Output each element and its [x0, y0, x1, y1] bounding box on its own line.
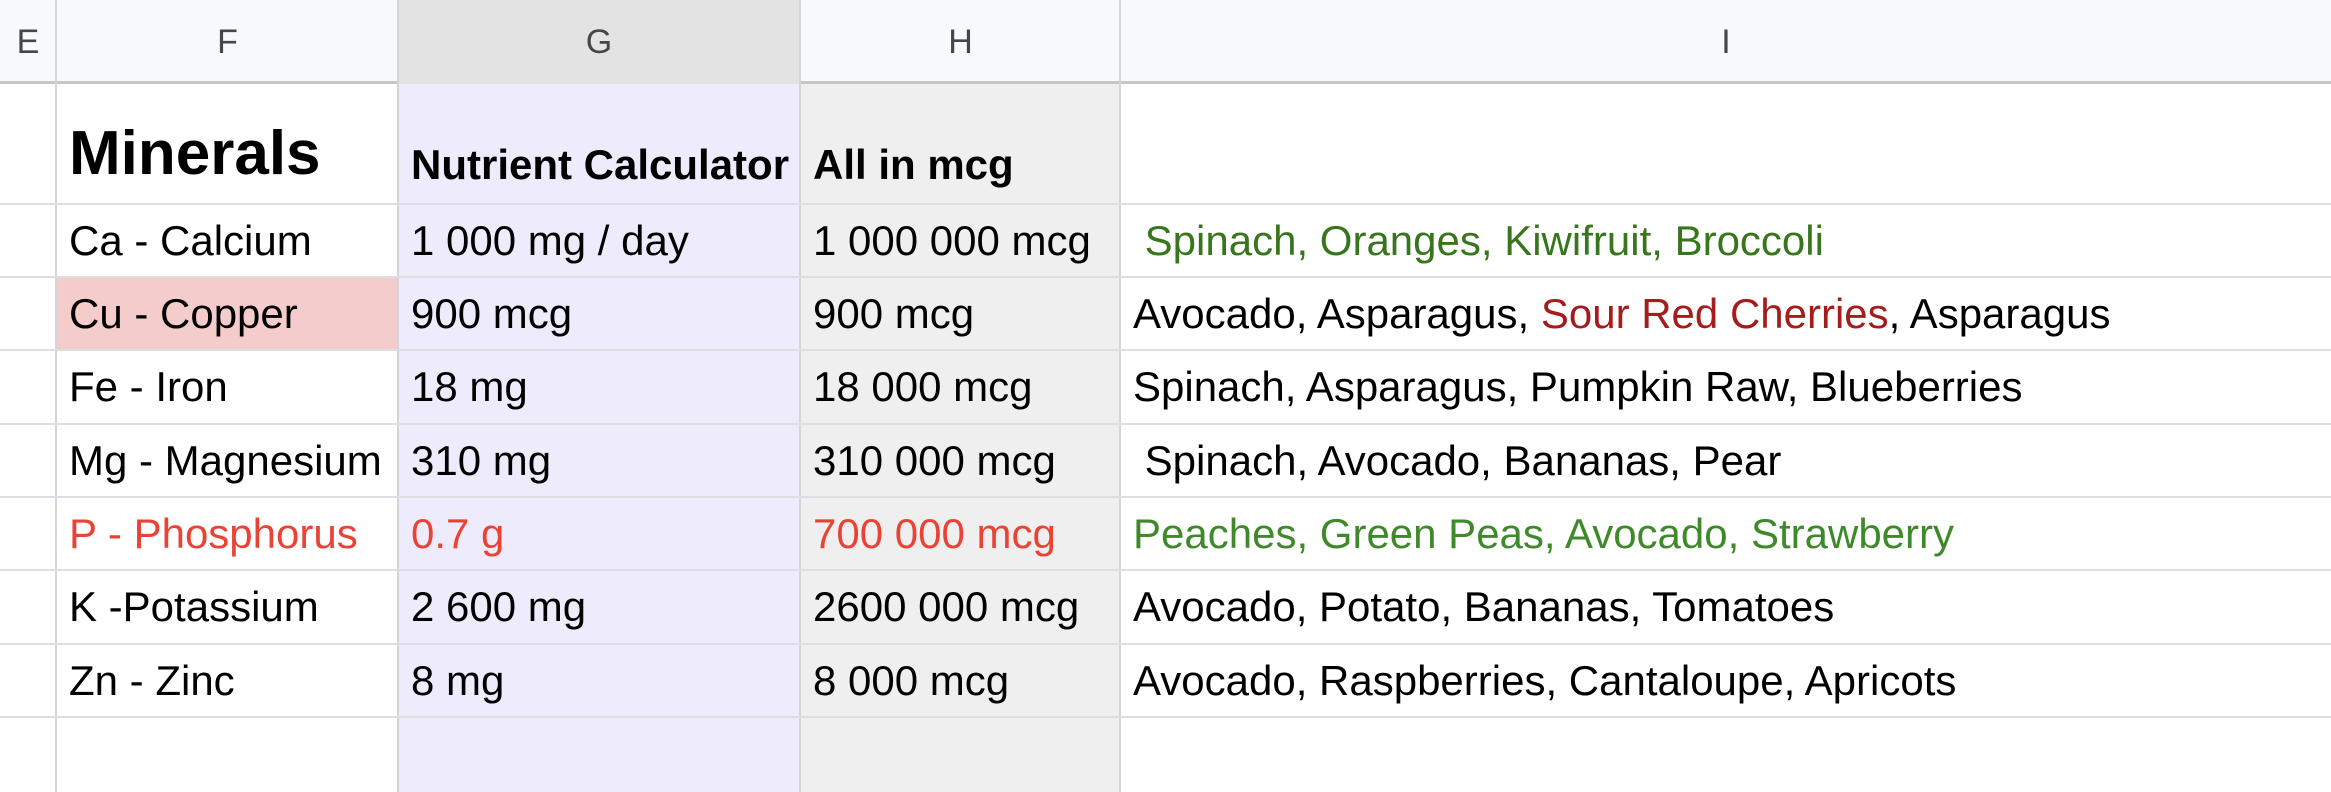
gridline	[0, 203, 2331, 205]
gridline	[1119, 0, 1121, 792]
cell-i-calcium-foods[interactable]: Spinach, Oranges, Kiwifruit, Broccoli	[1133, 216, 1824, 264]
cell-i-magnesium-foods[interactable]: Spinach, Avocado, Bananas, Pear	[1133, 436, 1782, 484]
cell-g-copper[interactable]: 900 mcg	[411, 289, 573, 337]
gridline	[0, 496, 2331, 498]
cell-g1-nutrient-calculator[interactable]: Nutrient Calculator	[411, 141, 790, 188]
gridline	[0, 276, 2331, 278]
column-g-fill	[398, 0, 799, 792]
cell-g-zinc[interactable]: 8 mg	[411, 656, 505, 704]
column-header-f[interactable]: F	[217, 22, 238, 61]
cell-i-zinc-foods[interactable]: Avocado, Raspberries, Cantaloupe, Aprico…	[1133, 656, 1957, 704]
cell-i-iron-foods[interactable]: Spinach, Asparagus, Pumpkin Raw, Blueber…	[1133, 363, 2023, 410]
gridline	[55, 0, 57, 792]
cell-g-phosphorus[interactable]: 0.7 g	[411, 509, 505, 557]
cell-h-copper[interactable]: 900 mcg	[813, 289, 975, 337]
gridline	[0, 716, 2331, 718]
cell-i-potassium-foods[interactable]: Avocado, Potato, Bananas, Tomatoes	[1133, 583, 1835, 630]
cell-g-calcium[interactable]: 1 000 mg / day	[411, 216, 689, 264]
cell-f-magnesium[interactable]: Mg - Magnesium	[69, 436, 382, 484]
cell-f1-minerals-title[interactable]: Minerals	[69, 119, 321, 188]
cell-f-calcium[interactable]: Ca - Calcium	[69, 216, 312, 264]
column-header-row: E F G H I	[0, 0, 2331, 84]
cell-f-potassium[interactable]: K -Potassium	[69, 583, 319, 630]
copper-foods-text-end: , Asparagus	[1888, 289, 2111, 337]
cell-g-iron[interactable]: 18 mg	[411, 363, 528, 410]
cell-g-magnesium[interactable]: 310 mg	[411, 436, 552, 484]
column-header-i[interactable]: I	[1721, 22, 1731, 61]
cell-h-phosphorus[interactable]: 700 000 mcg	[813, 509, 1056, 557]
cell-f-iron[interactable]: Fe - Iron	[69, 363, 228, 410]
cell-h-iron[interactable]: 18 000 mcg	[813, 363, 1033, 410]
column-header-g[interactable]: G	[399, 0, 799, 84]
cell-h-calcium[interactable]: 1 000 000 mcg	[813, 216, 1091, 264]
gridline	[0, 569, 2331, 571]
gridline	[0, 349, 2331, 351]
column-header-e[interactable]: E	[16, 22, 40, 61]
cell-f-copper[interactable]: Cu - Copper	[57, 278, 397, 349]
cell-i1[interactable]	[1121, 86, 2331, 203]
gridline	[397, 0, 399, 792]
column-header-h[interactable]: H	[948, 22, 973, 61]
cell-i-phosphorus-foods[interactable]: Peaches, Green Peas, Avocado, Strawberry	[1133, 509, 1955, 557]
cell-f-phosphorus[interactable]: P - Phosphorus	[69, 509, 358, 557]
copper-foods-text-start: Avocado, Asparagus,	[1133, 289, 1541, 337]
cell-h1-unit-label[interactable]: All in mcg	[813, 141, 1014, 188]
copper-foods-highlight-text: Sour Red Cherries	[1540, 289, 1889, 337]
gridline	[0, 423, 2331, 425]
gridline	[0, 643, 2331, 645]
cell-h-potassium[interactable]: 2600 000 mcg	[813, 583, 1080, 630]
gridline	[799, 0, 801, 792]
cell-h-zinc[interactable]: 8 000 mcg	[813, 656, 1010, 704]
cell-f-zinc[interactable]: Zn - Zinc	[69, 656, 235, 704]
cell-i-copper-foods[interactable]: Avocado, Asparagus, Sour Red Cherries, A…	[1121, 278, 2331, 349]
column-h-fill	[800, 0, 1120, 792]
cell-g-potassium[interactable]: 2 600 mg	[411, 583, 587, 630]
cell-h-magnesium[interactable]: 310 000 mcg	[813, 436, 1056, 484]
